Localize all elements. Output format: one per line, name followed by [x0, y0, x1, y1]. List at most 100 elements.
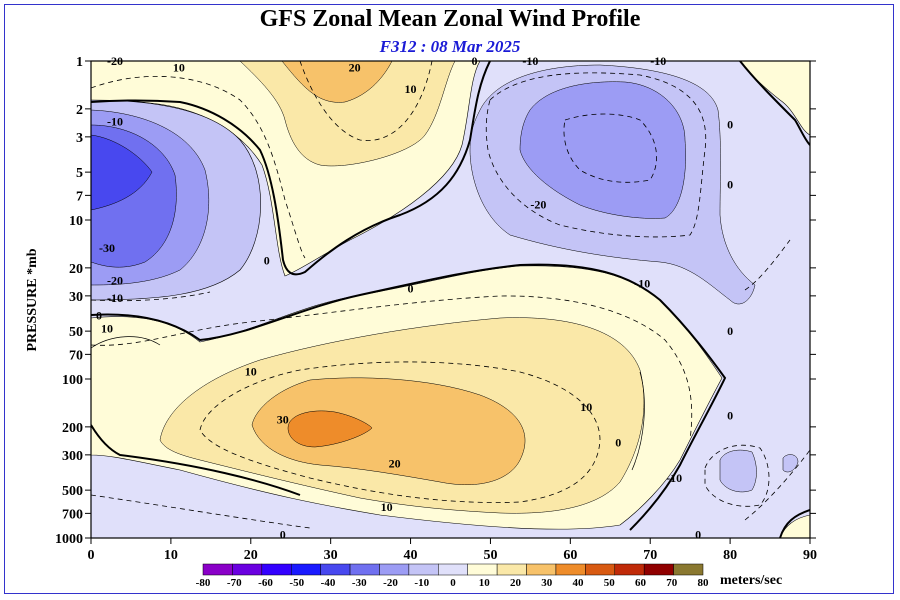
colorbar-label: 20 [510, 577, 522, 589]
colorbar-swatch [320, 563, 351, 576]
zero-contour-mid [91, 263, 727, 531]
colorbar-label: -20 [383, 577, 398, 589]
contour-label: -10 [522, 54, 538, 68]
contour-label: -20 [530, 198, 546, 212]
contour-label: 0 [695, 527, 701, 541]
colorbar-label: 0 [450, 577, 456, 589]
colorbar-label: 70 [666, 577, 678, 589]
contour-label: -10 [650, 54, 666, 68]
contour-label: 0 [727, 117, 733, 131]
colorbar-label: -40 [321, 577, 336, 589]
colorbar-label: 40 [573, 577, 585, 589]
y-tick-label: 5 [76, 166, 83, 181]
contour-label: 10 [381, 500, 393, 514]
colorbar-label: 30 [541, 577, 553, 589]
y-tick-label: 100 [62, 373, 83, 388]
contour-label: 10 [405, 82, 417, 96]
x-tick-label: 0 [88, 548, 95, 563]
zero-contour-upper [91, 61, 491, 276]
colorbar-swatch [232, 563, 263, 576]
dashed-contour [91, 291, 211, 302]
band-neg20-neg10-lower-right-small [782, 454, 799, 473]
dashed-contour [704, 444, 770, 507]
x-tick-label: 80 [723, 548, 737, 563]
x-tick-label: 90 [803, 548, 817, 563]
band-20-30-lower [251, 377, 526, 485]
contour-label: -20 [107, 54, 123, 68]
colorbar-label: -60 [258, 577, 273, 589]
colorbar-label: 80 [698, 577, 710, 589]
contour-label: 0 [727, 324, 733, 338]
dashed-contour [299, 61, 433, 142]
band-neg20-neg10-lower-right [719, 449, 757, 493]
contour-label: 10 [101, 321, 113, 335]
colorbar-label: -80 [196, 577, 211, 589]
colorbar-swatch [643, 563, 674, 576]
solid-contours [91, 336, 645, 471]
zero-contour-lower [91, 424, 301, 496]
contour-label: 0 [615, 435, 621, 449]
y-axis-label: PRESSURE *mb [25, 248, 40, 351]
contour-label: 0 [727, 409, 733, 423]
colorbar-swatch [467, 563, 498, 576]
x-tick-label: 60 [563, 548, 577, 563]
contour-label: 10 [580, 400, 592, 414]
x-tick-label: 10 [164, 548, 178, 563]
colorbar-swatch [438, 563, 468, 576]
chart-subtitle: F312 : 08 Mar 2025 [379, 37, 521, 56]
y-tick-label: 20 [69, 262, 83, 277]
colorbar-label: -50 [289, 577, 304, 589]
colorbar-label: -30 [352, 577, 367, 589]
x-tick-label: 20 [244, 548, 258, 563]
contour-label: -30 [99, 241, 115, 255]
colorbar-swatch [290, 563, 321, 576]
colorbar-swatch [673, 563, 704, 576]
dashed-contour [91, 295, 693, 441]
solid-contour [631, 371, 645, 471]
contour-label: -10 [107, 291, 123, 305]
colorbar-swatch [555, 563, 586, 576]
plot-border [90, 60, 811, 539]
dashed-contour [91, 76, 306, 259]
y-tick-label: 700 [62, 507, 83, 522]
colorbar-swatch [496, 563, 527, 576]
x-axis: 0 10 20 30 40 50 60 70 80 90 [88, 538, 817, 563]
contour-fills [91, 61, 810, 538]
contour-label: 0 [471, 54, 477, 68]
y-tick-label: 1000 [55, 532, 83, 547]
band-neg50-neg40-left [91, 134, 153, 211]
contour-label: 10 [245, 365, 257, 379]
zero-contour-right [739, 61, 810, 146]
dashed-contour [199, 361, 601, 503]
y-tick-label: 70 [69, 348, 83, 363]
y-tick-label: 3 [76, 131, 83, 146]
figure-border [4, 4, 894, 594]
colorbar-swatch [526, 563, 557, 576]
band-neg30-neg20-right-cell [519, 81, 686, 219]
contour-label: 10 [173, 61, 185, 75]
contour-label: 0 [264, 254, 270, 268]
contour-label: 0 [408, 282, 414, 296]
y-tick-label: 50 [69, 325, 83, 340]
colorbar-label: 10 [479, 577, 491, 589]
y-tick-label: 500 [62, 484, 83, 499]
colorbar-swatch [585, 563, 616, 576]
colorbar-label: -70 [227, 577, 242, 589]
colorbar-swatch [614, 563, 645, 576]
colorbar-swatch [379, 563, 410, 576]
contour-label: 20 [389, 457, 401, 471]
y-tick-label: 1 [76, 55, 83, 70]
y-tick-label: 10 [69, 214, 83, 229]
solid-contour [91, 336, 161, 349]
colorbar-label: 50 [604, 577, 616, 589]
y-tick-label: 2 [76, 103, 83, 118]
colorbar-units-label: meters/sec [720, 573, 782, 588]
colorbar-swatch [349, 563, 380, 576]
colorbar-swatch [261, 563, 292, 576]
band-10-20-upper [239, 61, 456, 167]
y-tick-label: 7 [76, 189, 83, 204]
x-tick-label: 50 [483, 548, 497, 563]
